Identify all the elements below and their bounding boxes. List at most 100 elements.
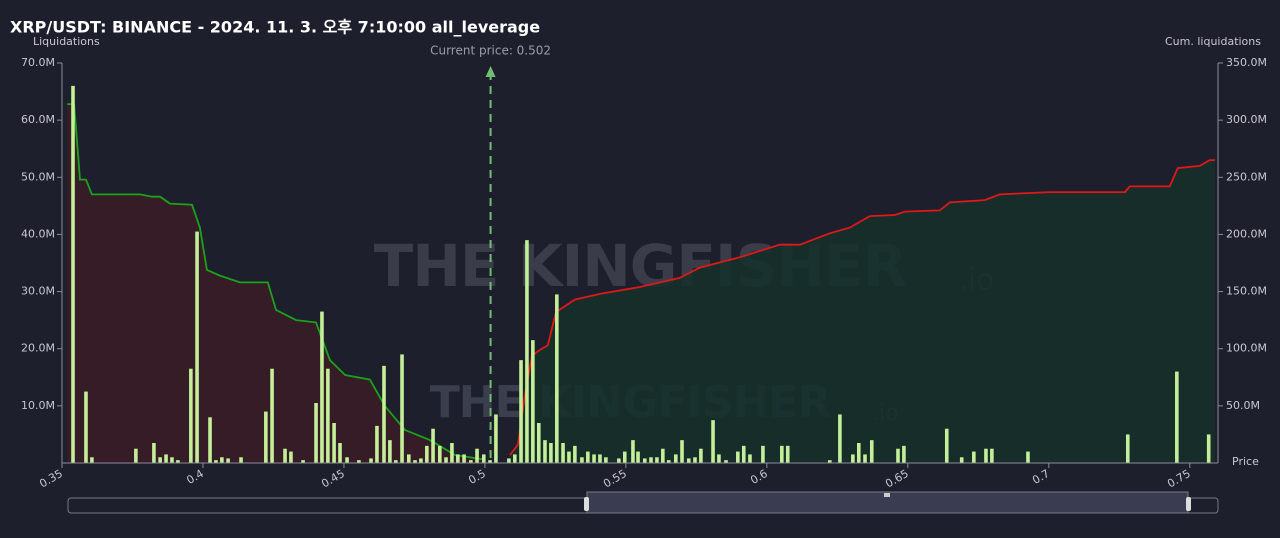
y2-tick-label: 300.0M xyxy=(1226,113,1267,126)
bar xyxy=(326,368,330,463)
bar xyxy=(666,460,671,463)
bar xyxy=(838,414,842,463)
bar xyxy=(1026,451,1030,463)
bar xyxy=(863,454,867,463)
bar xyxy=(1206,434,1211,463)
y-tick-label: 30.0M xyxy=(21,285,55,298)
bar xyxy=(289,451,293,463)
bar xyxy=(270,368,274,463)
navigator-handle[interactable] xyxy=(584,497,589,511)
bar xyxy=(549,443,553,463)
bar xyxy=(444,457,448,463)
bar xyxy=(164,454,168,463)
navigator-grip xyxy=(884,493,890,497)
y2-axis-label: Cum. liquidations xyxy=(1165,35,1261,48)
y2-tick-label: 350.0M xyxy=(1226,56,1267,69)
y2-tick-label: 250.0M xyxy=(1226,170,1267,183)
bar xyxy=(761,445,765,463)
bar xyxy=(469,460,473,463)
bar xyxy=(170,457,174,463)
bar xyxy=(586,451,590,463)
bar xyxy=(580,457,584,463)
y-axis-label: Liquidations xyxy=(33,35,100,48)
cumulative-area xyxy=(510,160,1215,463)
bar xyxy=(543,440,547,463)
bar xyxy=(431,428,435,463)
bar xyxy=(990,448,994,463)
bar xyxy=(622,451,627,463)
bar xyxy=(525,240,529,463)
current-price-label: Current price: 0.502 xyxy=(430,44,551,58)
bar xyxy=(264,411,268,463)
bar xyxy=(631,440,635,463)
navigator-handle[interactable] xyxy=(1186,497,1191,511)
bar xyxy=(592,454,596,463)
y2-tick-label: 150.0M xyxy=(1226,285,1267,298)
x-axis-label: Price xyxy=(1232,455,1259,468)
bar xyxy=(649,457,653,463)
bar xyxy=(724,460,728,463)
bar xyxy=(158,457,162,463)
bar xyxy=(636,451,640,463)
bar xyxy=(90,457,94,463)
bar xyxy=(375,425,379,463)
bar xyxy=(357,460,361,463)
y-tick-label: 50.0M xyxy=(21,170,55,183)
bar xyxy=(369,458,373,463)
bar xyxy=(567,451,571,463)
bar xyxy=(531,340,535,463)
bar xyxy=(488,460,492,463)
bar xyxy=(176,460,180,463)
bar xyxy=(400,354,404,463)
bar xyxy=(984,448,988,463)
bar xyxy=(407,454,411,463)
bar xyxy=(301,460,305,463)
bar xyxy=(419,458,423,463)
bar xyxy=(84,391,88,463)
y-tick-label: 10.0M xyxy=(21,399,55,412)
bar xyxy=(736,451,740,463)
cumulative-area xyxy=(67,104,485,463)
bar xyxy=(507,458,511,463)
bar xyxy=(1175,371,1179,463)
bar xyxy=(686,458,691,463)
current-price-arrow xyxy=(485,66,496,77)
bar xyxy=(896,448,900,463)
bar xyxy=(438,445,442,463)
bar xyxy=(717,454,721,463)
bar xyxy=(314,403,318,463)
bar xyxy=(425,445,429,463)
bar xyxy=(494,414,498,463)
bar xyxy=(462,454,466,463)
bar xyxy=(959,457,964,463)
bar xyxy=(555,294,559,463)
bar xyxy=(338,443,342,463)
plot-layer: THE KINGFISHER.ioTHE KINGFISHER.ioCurren… xyxy=(21,44,1267,491)
bar xyxy=(785,445,790,463)
bar xyxy=(604,457,608,463)
bar xyxy=(208,417,212,463)
chart-title: XRP/USDT: BINANCE - 2024. 11. 3. 오후 7:10… xyxy=(10,18,540,37)
bar xyxy=(617,458,621,463)
bar xyxy=(382,365,386,463)
y-tick-label: 60.0M xyxy=(21,113,55,126)
bar xyxy=(283,448,287,463)
bar xyxy=(519,360,523,463)
bar xyxy=(220,457,224,463)
bar xyxy=(827,460,832,463)
bar xyxy=(450,443,454,463)
bar xyxy=(573,445,577,463)
bar xyxy=(214,460,218,463)
y-tick-label: 70.0M xyxy=(21,56,55,69)
bar xyxy=(674,454,678,463)
bar xyxy=(345,457,349,463)
bar xyxy=(1125,434,1130,463)
navigator[interactable] xyxy=(67,491,1219,514)
bar xyxy=(902,445,906,463)
bar xyxy=(513,454,517,463)
bar xyxy=(481,454,486,463)
bar xyxy=(134,448,138,463)
bar xyxy=(661,448,665,463)
